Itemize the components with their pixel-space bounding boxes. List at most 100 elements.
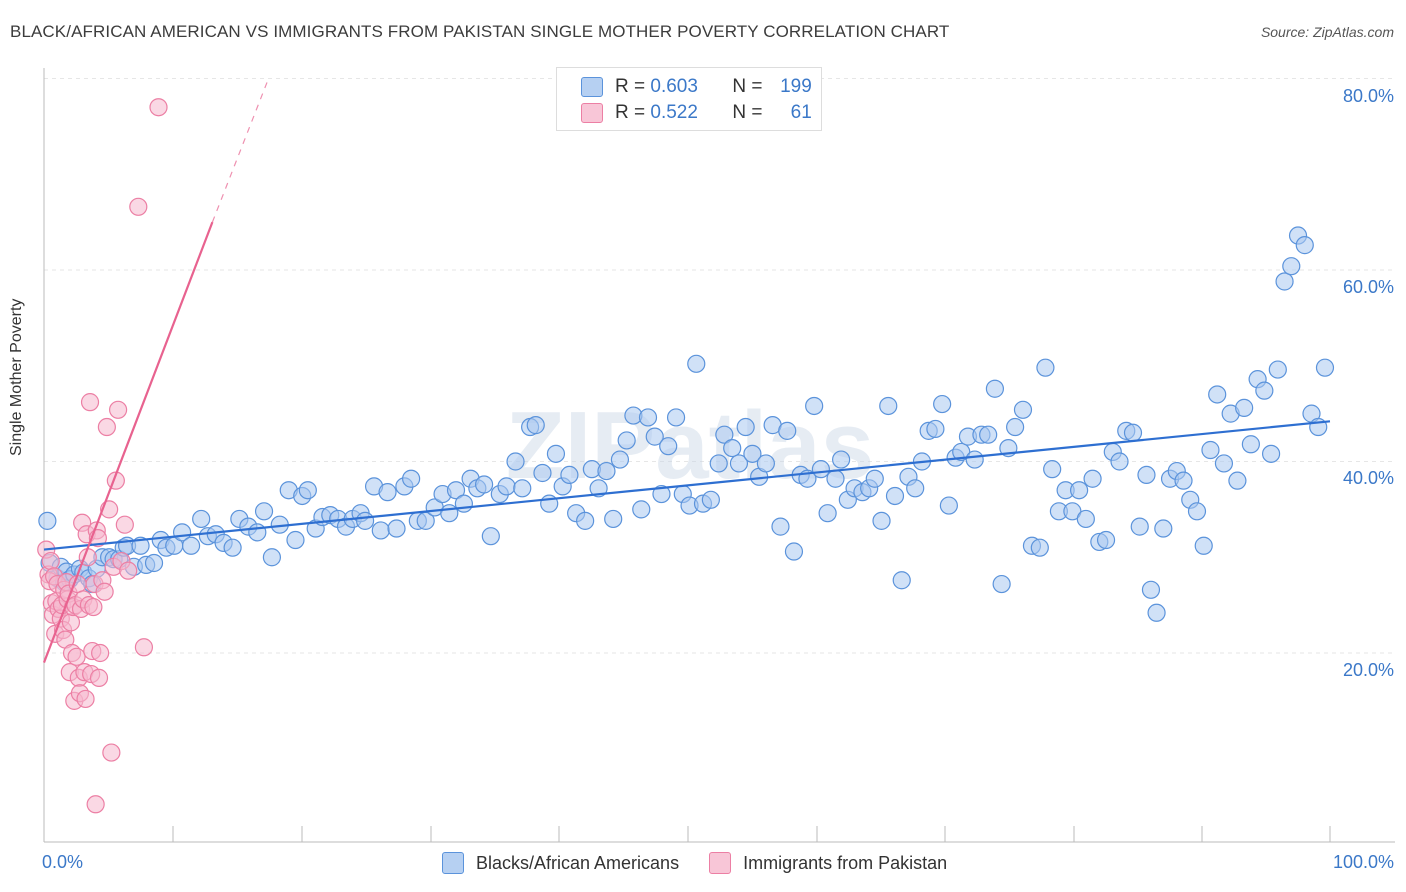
point-pts-blue-40 — [286, 530, 305, 550]
legend-bottom-swatch-blue — [442, 852, 464, 874]
point-pts-pink-37 — [80, 393, 100, 412]
legend-item-blacks: Blacks/African Americans — [442, 852, 679, 874]
point-pts-blue-27 — [181, 536, 201, 555]
legend-swatch-pink — [581, 103, 603, 123]
point-pts-blue-91 — [652, 484, 671, 504]
point-pts-blue-61 — [440, 504, 459, 523]
point-pts-blue-181 — [1261, 444, 1281, 463]
series-pakistan-points — [37, 98, 168, 814]
point-pts-blue-54 — [387, 519, 406, 538]
legend-item-pakistan: Immigrants from Pakistan — [709, 852, 947, 874]
point-pts-blue-186 — [1295, 236, 1314, 255]
point-pts-pink-33 — [76, 689, 95, 709]
point-pts-blue-176 — [1228, 471, 1247, 490]
point-pts-blue-148 — [1043, 460, 1062, 479]
point-pts-blue-180 — [1255, 381, 1274, 400]
point-pts-blue-86 — [617, 431, 636, 450]
point-pts-blue-182 — [1268, 360, 1287, 379]
point-pts-blue-128 — [906, 479, 925, 498]
point-pts-blue-184 — [1282, 257, 1301, 276]
legend-pink-r: 0.522 — [650, 102, 698, 123]
point-pts-blue-135 — [952, 442, 971, 462]
legend-n-label: N = — [732, 76, 763, 97]
point-pts-blue-66 — [474, 475, 494, 494]
y-tick-40: 40.0% — [1342, 468, 1394, 488]
point-pts-blue-125 — [885, 486, 905, 506]
point-pts-blue-164 — [1147, 603, 1166, 622]
point-pts-blue-104 — [743, 444, 762, 463]
point-pts-blue-42 — [298, 481, 317, 500]
point-pts-blue-173 — [1208, 385, 1227, 404]
point-pts-blue-151 — [1063, 502, 1082, 521]
point-pts-blue-122 — [865, 469, 884, 488]
point-pts-blue-96 — [687, 354, 706, 373]
point-pts-blue-158 — [1110, 452, 1129, 471]
point-pts-blue-113 — [805, 396, 824, 416]
point-pts-blue-62 — [446, 481, 466, 500]
point-pts-blue-177 — [1235, 398, 1254, 417]
point-pts-blue-76 — [546, 444, 566, 463]
point-pts-pink-56 — [115, 515, 134, 534]
legend-label-pakistan: Immigrants from Pakistan — [743, 852, 948, 873]
point-pts-blue-89 — [638, 408, 658, 427]
point-pts-blue-101 — [723, 438, 742, 458]
point-pts-blue-82 — [589, 479, 608, 498]
source-label: Source: ZipAtlas.com — [1260, 24, 1394, 40]
y-tick-20: 20.0% — [1342, 660, 1394, 680]
point-pts-blue-50 — [355, 511, 375, 530]
point-pts-blue-88 — [632, 500, 651, 519]
point-pts-blue-20 — [131, 536, 150, 555]
point-pts-blue-139 — [979, 425, 998, 444]
point-pts-pink-54 — [108, 400, 128, 419]
point-pts-blue-174 — [1214, 454, 1234, 473]
trend-line-blacks — [43, 420, 1331, 551]
point-pts-blue-133 — [939, 496, 958, 515]
point-pts-blue-85 — [610, 450, 630, 469]
point-pts-blue-160 — [1123, 423, 1143, 442]
point-pts-blue-63 — [454, 494, 473, 513]
point-pts-blue-80 — [576, 511, 595, 530]
chart-title: BLACK/AFRICAN AMERICAN VS IMMIGRANTS FRO… — [10, 22, 950, 41]
point-pts-blue-28 — [192, 509, 211, 529]
point-pts-blue-84 — [604, 509, 623, 529]
point-pts-blue-147 — [1036, 358, 1055, 377]
x-tick-0: 0.0% — [42, 852, 84, 872]
point-pts-blue-116 — [826, 469, 845, 488]
point-pts-blue-131 — [926, 419, 945, 439]
point-pts-blue-123 — [872, 511, 891, 530]
point-pts-blue-32 — [223, 538, 242, 557]
point-pts-blue-115 — [818, 504, 837, 523]
point-pts-blue-108 — [771, 517, 790, 536]
axes — [43, 68, 1395, 843]
point-pts-blue-69 — [497, 477, 516, 496]
point-pts-blue-52 — [371, 521, 390, 540]
trend-lines — [42, 78, 1331, 663]
point-pts-pink-46 — [91, 643, 110, 663]
point-pts-blue-170 — [1187, 502, 1207, 521]
point-pts-pink-58 — [129, 197, 148, 216]
point-pts-pink-60 — [149, 98, 168, 117]
point-pts-blue-189 — [1315, 358, 1335, 377]
trend-line-pakistan-extension — [211, 78, 270, 223]
trend-line-pakistan — [42, 221, 214, 663]
point-pts-blue-124 — [879, 396, 898, 416]
legend-label-blacks: Blacks/African Americans — [476, 852, 680, 873]
point-pts-pink-3 — [41, 551, 60, 571]
point-pts-blue-22 — [144, 553, 164, 573]
series-legend: Blacks/African Americans Immigrants from… — [442, 852, 977, 874]
series-blacks-points — [38, 226, 1335, 622]
point-pts-blue-98 — [701, 490, 720, 509]
legend-r-label-2: R = — [615, 102, 646, 123]
x-tick-100: 100.0% — [1332, 852, 1394, 872]
point-pts-blue-102 — [729, 454, 749, 473]
point-pts-pink-59 — [134, 638, 154, 657]
point-pts-blue-99 — [709, 454, 728, 473]
point-pts-blue-74 — [533, 463, 552, 483]
point-pts-blue-172 — [1201, 440, 1220, 460]
point-pts-blue-168 — [1174, 471, 1193, 490]
legend-pink-n: 61 — [790, 102, 812, 123]
legend-blue-n: 199 — [780, 76, 812, 97]
point-pts-blue-144 — [1013, 400, 1033, 419]
point-pts-blue-162 — [1137, 465, 1156, 485]
point-pts-blue-100 — [715, 425, 734, 444]
